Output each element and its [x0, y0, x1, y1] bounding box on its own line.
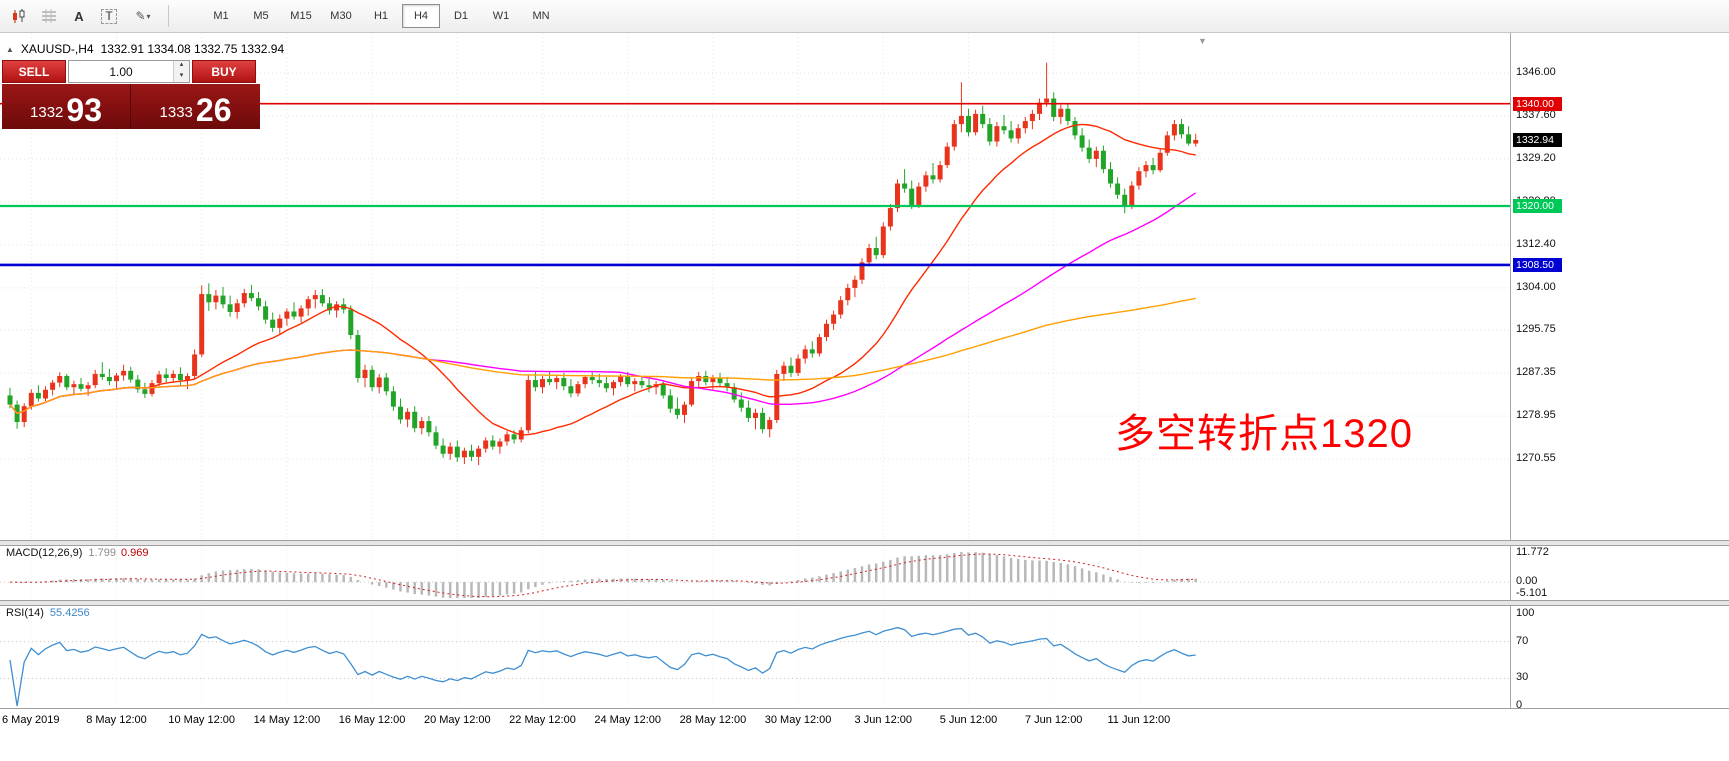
- chart-ohlc-header: ▲ XAUUSD-,H4 1332.91 1334.08 1332.75 133…: [6, 42, 284, 56]
- price-chart[interactable]: [0, 33, 1510, 540]
- panel-separator[interactable]: [0, 600, 1729, 606]
- date-axis-label: 7 Jun 12:00: [1024, 714, 1083, 726]
- timeframe-m1[interactable]: M1: [213, 10, 229, 22]
- macd-axis-label: -5.101: [1516, 587, 1548, 599]
- date-axis-label: 30 May 12:00: [764, 714, 832, 726]
- ask-price-pips: 26: [195, 91, 232, 128]
- buy-button[interactable]: BUY: [192, 60, 256, 83]
- price-axis-label: 1312.40: [1516, 237, 1556, 250]
- macd-chart: [0, 546, 1510, 600]
- volume-stepper[interactable]: 1.00 ▴ ▾: [68, 60, 190, 83]
- candlestick-glyph: [13, 8, 25, 23]
- date-axis-label: 11 Jun 12:00: [1107, 714, 1171, 726]
- ask-price[interactable]: 1333 26: [131, 84, 260, 129]
- date-axis-label: 5 Jun 12:00: [939, 714, 998, 726]
- text-label-tool[interactable]: A: [65, 3, 93, 29]
- main-chart-panel: 1346.001337.601329.201320.801312.401304.…: [0, 33, 1729, 540]
- ohlc-values: 1332.91 1334.08 1332.75 1332.94: [100, 42, 285, 56]
- sell-button[interactable]: SELL: [2, 60, 66, 83]
- date-axis-label: 28 May 12:00: [679, 714, 747, 726]
- price-axis-label: 1304.00: [1516, 280, 1556, 293]
- price-axis-label: 1346.00: [1516, 65, 1556, 78]
- date-axis-label: 3 Jun 12:00: [854, 714, 913, 726]
- timeframe-d1[interactable]: D1: [453, 10, 469, 22]
- price-axis-label: 1278.95: [1516, 409, 1556, 422]
- drawing-tools-button[interactable]: ✎ ▾: [125, 3, 161, 29]
- timeframe-m15[interactable]: M15: [290, 10, 312, 22]
- macd-axis: 11.772 0.00 -5.101: [1510, 546, 1729, 600]
- toolbar-separator: [168, 5, 169, 27]
- rsi-chart: [0, 606, 1510, 708]
- price-level-badge[interactable]: 1308.50: [1513, 257, 1562, 272]
- timeframe-h4[interactable]: H4: [402, 4, 440, 28]
- rsi-label: RSI(14): [6, 607, 44, 619]
- grid-glyph: [42, 9, 56, 23]
- rsi-axis-label: 70: [1516, 634, 1529, 647]
- timeframe-m30[interactable]: M30: [330, 10, 352, 22]
- drawing-tools-icon: ✎: [135, 9, 146, 23]
- macd-axis-label: 0.00: [1516, 575, 1538, 588]
- chart-window: 1346.001337.601329.201320.801312.401304.…: [0, 33, 1729, 761]
- price-level-badge[interactable]: 1320.00: [1513, 199, 1562, 214]
- text-label-tool-icon: A: [74, 8, 84, 24]
- timeframe-m5[interactable]: M5: [253, 10, 269, 22]
- volume-up-button[interactable]: ▴: [174, 61, 189, 72]
- price-level-badge[interactable]: 1340.00: [1513, 96, 1562, 111]
- timeframe-w1[interactable]: W1: [492, 10, 510, 22]
- date-axis-label: 22 May 12:00: [509, 714, 576, 726]
- rsi-header: RSI(14) 55.4256: [6, 607, 90, 619]
- rsi-axis-label: 30: [1516, 671, 1529, 684]
- timeframe-mn[interactable]: MN: [532, 10, 550, 22]
- macd-panel: MACD(12,26,9) 1.799 0.969 11.772 0.00 -5.101: [0, 546, 1729, 600]
- candlestick-chart-icon[interactable]: [5, 3, 33, 29]
- volume-down-button[interactable]: ▾: [174, 71, 189, 82]
- time-axis[interactable]: 6 May 2019 8 May 12:00 10 May 12:00 14 May …: [0, 708, 1729, 761]
- rsi-value: 55.4256: [49, 607, 90, 619]
- price-axis-label: 1295.75: [1516, 323, 1556, 336]
- volume-value[interactable]: 1.00: [109, 64, 133, 79]
- macd-axis-label: 11.772: [1516, 546, 1549, 558]
- text-box-tool-icon: T: [101, 8, 117, 24]
- chart-annotation-text: 多空转折点1320: [1115, 412, 1413, 456]
- toolbar: A T ✎ ▾ M1 M5 M15 M30 H1 H4 D1 W1 MN: [0, 0, 1729, 33]
- chart-shift-marker-icon[interactable]: ▼: [1198, 36, 1207, 46]
- grid-icon[interactable]: [35, 3, 63, 29]
- date-axis-label: 6 May 2019: [2, 714, 60, 726]
- price-axis-label: 1329.20: [1516, 151, 1556, 164]
- volume-stepper-arrows: ▴ ▾: [173, 61, 189, 82]
- bid-price[interactable]: 1332 93: [2, 84, 131, 129]
- price-axis[interactable]: 1346.001337.601329.201320.801312.401304.…: [1510, 33, 1729, 540]
- one-click-panel-toggle-icon[interactable]: ▲: [6, 44, 14, 54]
- price-axis-label: 1270.55: [1516, 452, 1556, 465]
- date-axis-label: 14 May 12:00: [253, 714, 321, 726]
- rsi-panel: RSI(14) 55.4256 100 70 30 0: [0, 606, 1729, 711]
- macd-header: MACD(12,26,9) 1.799 0.969: [6, 547, 148, 559]
- text-box-tool[interactable]: T: [95, 3, 123, 29]
- current-price-badge: 1332.94: [1513, 132, 1562, 147]
- symbol-label: XAUUSD-,H4: [20, 42, 94, 56]
- bid-price-main: 1332: [30, 104, 64, 121]
- dropdown-arrow-icon: ▾: [146, 11, 151, 21]
- price-axis-label: 1287.35: [1516, 366, 1556, 379]
- panel-separator[interactable]: [0, 540, 1729, 546]
- timeframe-h1[interactable]: H1: [373, 10, 389, 22]
- date-axis-label: 20 May 12:00: [423, 714, 491, 726]
- rsi-axis-label: 0: [1516, 699, 1523, 711]
- price-axis-label: 1337.60: [1516, 108, 1556, 121]
- macd-value-main: 1.799: [88, 547, 116, 559]
- date-axis-label: 16 May 12:00: [338, 714, 406, 726]
- macd-value-signal: 0.969: [120, 547, 149, 559]
- date-axis-label: 10 May 12:00: [168, 714, 236, 726]
- macd-label: MACD(12,26,9): [6, 547, 83, 559]
- date-axis-label: 24 May 12:00: [594, 714, 662, 726]
- date-axis-label: 8 May 12:00: [86, 714, 147, 726]
- timeframe-buttons: M1 M5 M15 M30 H1 H4 D1 W1 MN: [201, 4, 561, 28]
- ask-price-main: 1333: [159, 104, 193, 121]
- bid-price-pips: 93: [66, 91, 102, 128]
- rsi-axis: 100 70 30 0: [1510, 606, 1729, 711]
- one-click-trade-panel: SELL 1.00 ▴ ▾ BUY 1332 93 1333 26: [2, 60, 260, 129]
- rsi-axis-label: 100: [1516, 607, 1535, 619]
